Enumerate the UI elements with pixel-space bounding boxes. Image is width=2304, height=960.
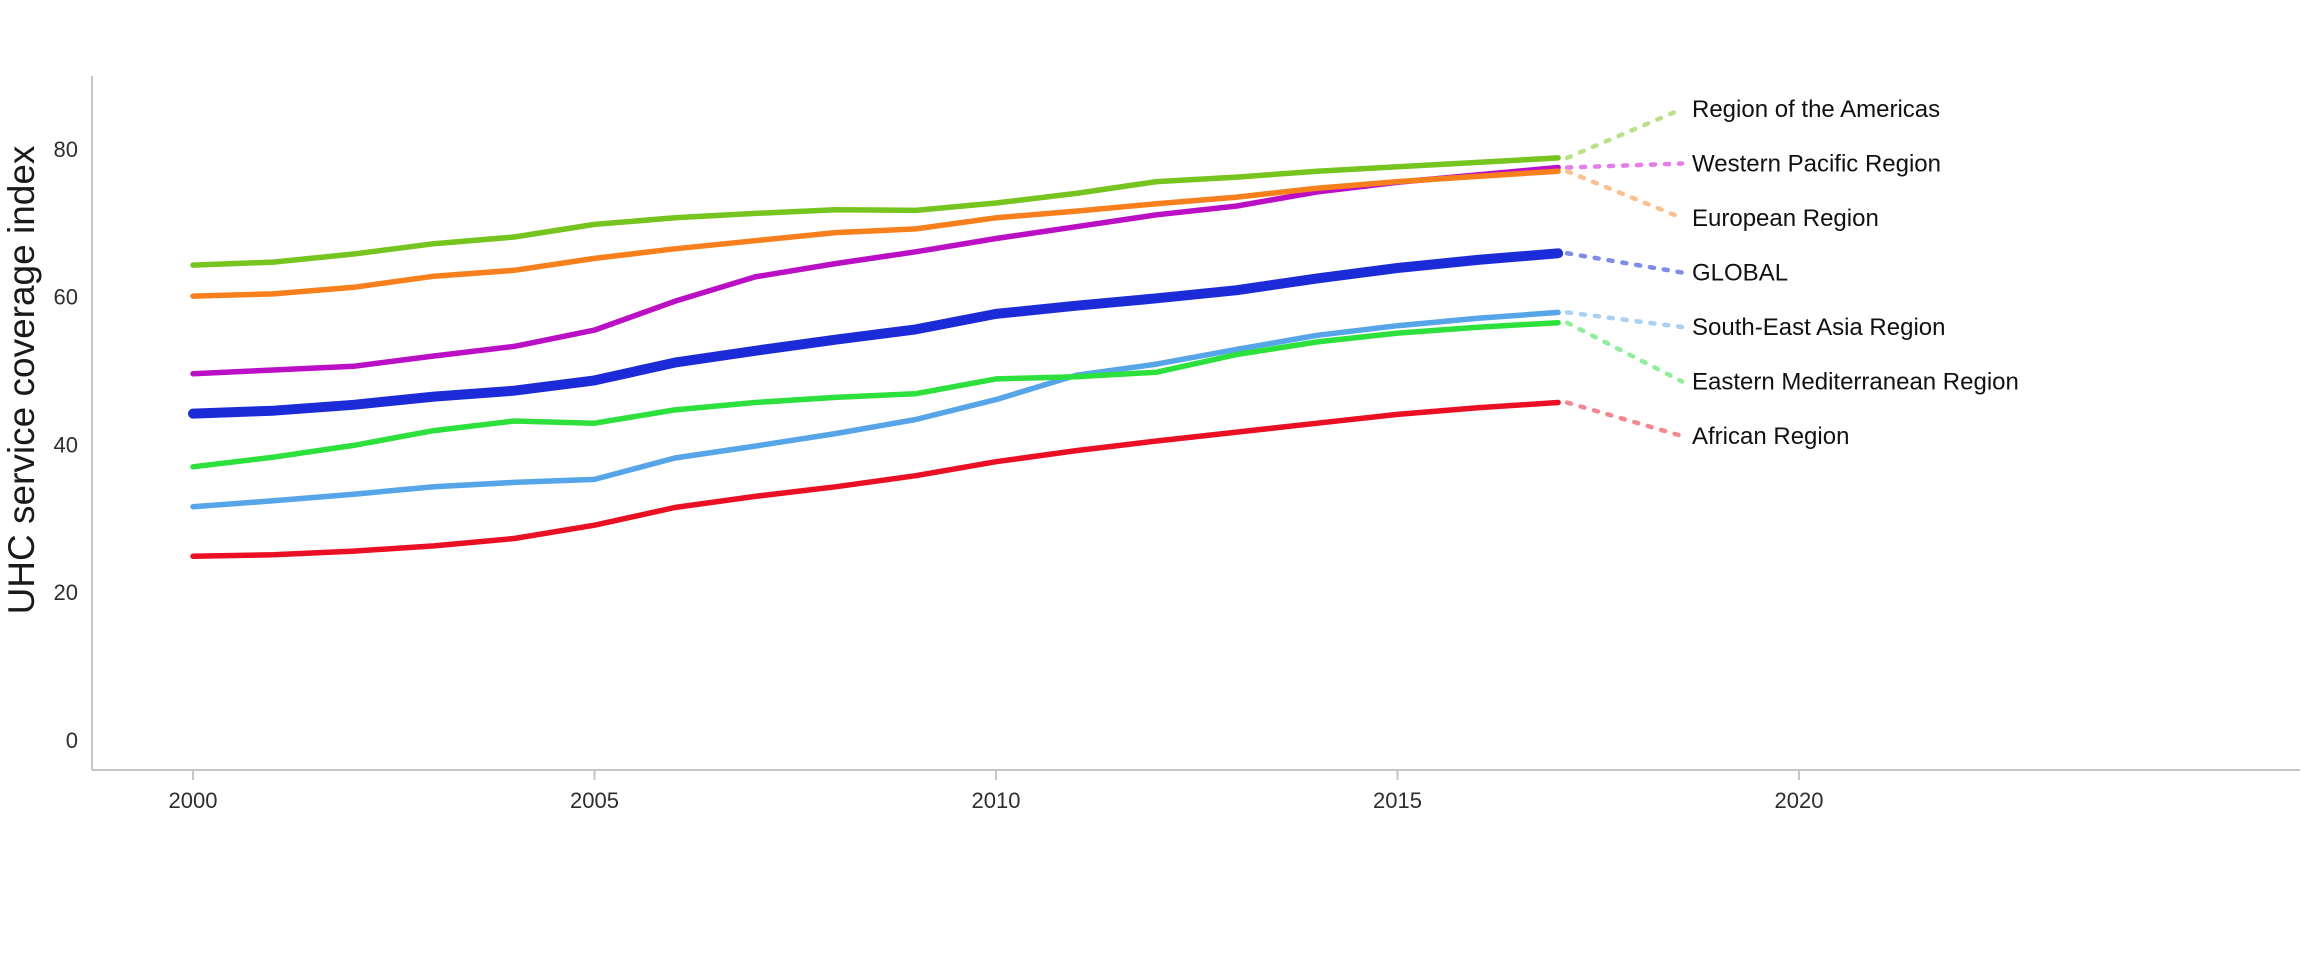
- x-tick-label-2000: 2000: [169, 788, 218, 813]
- x-tick-label-2020: 2020: [1775, 788, 1824, 813]
- series-line-south-east-asia-region: [190, 309, 1561, 510]
- leader-line-western-pacific-region: [1564, 161, 1685, 170]
- x-tick-label-2010: 2010: [972, 788, 1021, 813]
- y-tick-label-60: 60: [54, 285, 78, 310]
- y-tick-label-20: 20: [54, 580, 78, 605]
- leader-line-african-region: [1564, 400, 1685, 439]
- leader-line-region-of-the-americas: [1564, 106, 1685, 161]
- series-label-african-region: African Region: [1692, 423, 1849, 450]
- series-line-african-region: [190, 399, 1561, 560]
- leader-line-global: [1564, 251, 1685, 275]
- x-tick-label-2015: 2015: [1373, 788, 1422, 813]
- series-line-european-region: [190, 168, 1561, 299]
- y-tick-label-80: 80: [54, 137, 78, 162]
- y-tick-label-40: 40: [54, 432, 78, 457]
- leader-line-european-region: [1564, 168, 1685, 221]
- series-line-region-of-the-americas: [190, 155, 1561, 268]
- x-tick-label-2005: 2005: [570, 788, 619, 813]
- series-label-region-of-the-americas: Region of the Americas: [1692, 96, 1940, 123]
- y-tick-label-0: 0: [66, 728, 78, 753]
- series-label-eastern-mediterranean-region: Eastern Mediterranean Region: [1692, 369, 2019, 396]
- series-label-western-pacific-region: Western Pacific Region: [1692, 151, 1941, 178]
- series-line-global: [188, 248, 1564, 419]
- series-label-global: GLOBAL: [1692, 260, 1788, 287]
- series-line-eastern-mediterranean-region: [190, 319, 1561, 470]
- series-label-south-east-asia-region: South-East Asia Region: [1692, 314, 1946, 341]
- leader-line-south-east-asia-region: [1564, 310, 1685, 330]
- series-label-european-region: European Region: [1692, 205, 1879, 232]
- y-axis-title: UHC service coverage index: [1, 145, 42, 614]
- series-line-western-pacific-region: [190, 164, 1561, 377]
- leader-line-eastern-mediterranean-region: [1564, 320, 1685, 384]
